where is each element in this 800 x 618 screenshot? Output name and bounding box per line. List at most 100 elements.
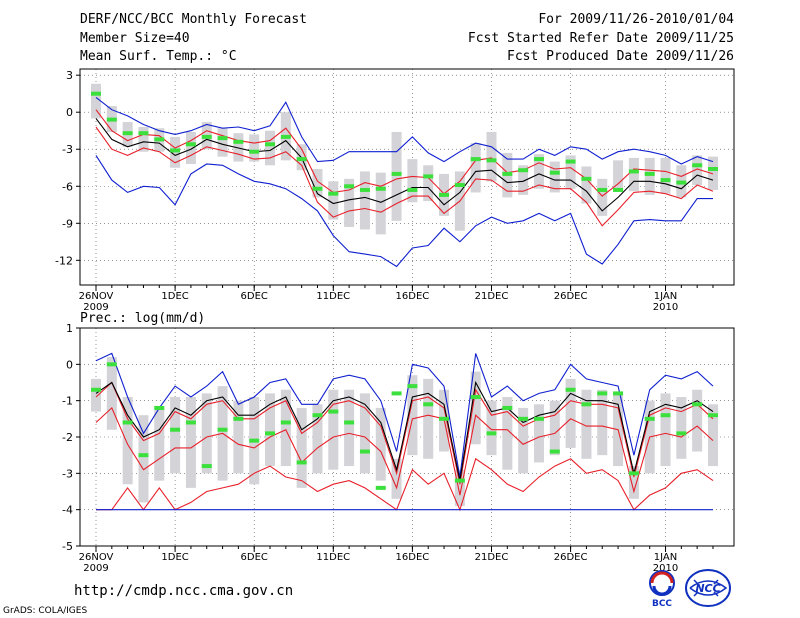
observed-mark (122, 420, 133, 425)
ensemble-box (533, 154, 544, 189)
observed-mark (423, 402, 434, 407)
ensemble-box (91, 378, 101, 412)
x-tick-label: 11DEC (316, 552, 350, 563)
observed-mark (201, 134, 212, 139)
member-size-label: Member Size=40 (80, 31, 190, 46)
observed-mark (644, 171, 655, 176)
x-tick-year-label: 2009 (83, 563, 108, 574)
observed-mark (106, 362, 117, 367)
x-tick-label: 6DEC (241, 291, 268, 302)
observed-mark (439, 192, 450, 197)
observed-mark (660, 413, 671, 418)
observed-mark (106, 117, 117, 122)
ensemble-box (581, 389, 592, 459)
observed-mark (344, 184, 355, 189)
observed-mark (391, 171, 402, 176)
plot-frame (79, 68, 735, 286)
x-tick-label: 11DEC (316, 291, 350, 302)
variable-label: Mean Surf. Temp.: °C (80, 49, 237, 64)
y-tick-label: 0 (66, 106, 73, 119)
observed-mark (644, 416, 655, 421)
observed-mark (359, 449, 370, 454)
started-date-label: Fcst Started Refer Date 2009/11/25 (467, 31, 734, 46)
observed-mark (502, 171, 513, 176)
ensemble-box (676, 397, 687, 459)
observed-mark (613, 187, 624, 192)
y-tick-label: -6 (62, 180, 73, 193)
observed-mark (359, 187, 370, 192)
series-inner_lower (95, 126, 714, 227)
x-tick-year-label: 2010 (653, 563, 678, 574)
observed-mark (533, 157, 544, 162)
ensemble-box (185, 397, 196, 488)
x-tick-label: 21DEC (475, 291, 509, 302)
x-tick-label: 6DEC (241, 552, 268, 563)
observed-mark (233, 139, 244, 144)
ensemble-box (344, 178, 355, 227)
observed-mark (454, 478, 465, 483)
x-tick-label: 1DEC (161, 291, 188, 302)
source-url: http://cmdp.ncc.cma.gov.cn (74, 583, 294, 599)
y-tick-label: -1 (62, 395, 73, 408)
y-tick-label: 3 (66, 69, 73, 82)
observed-mark (597, 391, 608, 396)
x-tick-label: 16DEC (396, 291, 430, 302)
ensemble-box (296, 407, 307, 488)
y-tick-label: -3 (62, 467, 73, 480)
observed-mark (391, 391, 402, 396)
observed-mark (185, 420, 196, 425)
series-median (95, 380, 714, 481)
observed-mark (375, 186, 386, 191)
ncc-logo: NCC (685, 569, 731, 607)
ensemble-box (249, 134, 260, 162)
ensemble-box (265, 130, 276, 166)
x-tick-label: 21DEC (475, 552, 509, 563)
ensemble-box (565, 378, 576, 448)
ensemble-box (660, 157, 671, 194)
observed-mark (280, 420, 291, 425)
ensemble-box (91, 83, 101, 119)
observed-mark (439, 416, 450, 421)
ensemble-box (486, 131, 497, 182)
ensemble-box (470, 143, 481, 193)
observed-mark (296, 157, 307, 162)
observed-mark (486, 158, 497, 163)
ensemble-box (391, 131, 402, 221)
x-tick-label: 26DEC (554, 291, 588, 302)
observed-mark (676, 431, 687, 436)
x-tick-label: 1JAN (654, 552, 677, 563)
ensemble-box (359, 171, 370, 230)
observed-mark (170, 148, 181, 153)
observed-mark (249, 149, 260, 154)
series-outer_lower (95, 155, 713, 268)
observed-mark (565, 159, 576, 164)
ensemble-box (660, 393, 671, 467)
observed-mark (676, 180, 687, 185)
forecast-period-label: For 2009/11/26-2010/01/04 (538, 12, 734, 27)
y-tick-label: 0 (66, 358, 73, 371)
series-outer_upper (95, 352, 714, 478)
observed-mark (518, 168, 529, 173)
observed-mark (470, 395, 481, 400)
ensemble-box (423, 165, 434, 202)
ensemble-box (375, 407, 386, 481)
ensemble-box (518, 407, 529, 474)
ensemble-box (233, 400, 244, 474)
ensemble-box (280, 389, 291, 467)
ensemble-box (423, 378, 434, 459)
observed-mark (91, 91, 101, 96)
chart-title: DERF/NCC/BCC Monthly Forecast (80, 12, 307, 27)
observed-mark (660, 178, 671, 183)
ensemble-box (407, 159, 418, 203)
observed-mark (233, 416, 244, 421)
ensemble-box (265, 393, 276, 467)
ensemble-box (454, 469, 465, 507)
observed-mark (502, 405, 513, 410)
observed-mark (533, 416, 544, 421)
observed-mark (707, 166, 718, 171)
x-tick-label: 16DEC (396, 552, 430, 563)
observed-mark (486, 431, 497, 436)
ensemble-box (692, 155, 703, 186)
observed-mark (170, 427, 181, 432)
